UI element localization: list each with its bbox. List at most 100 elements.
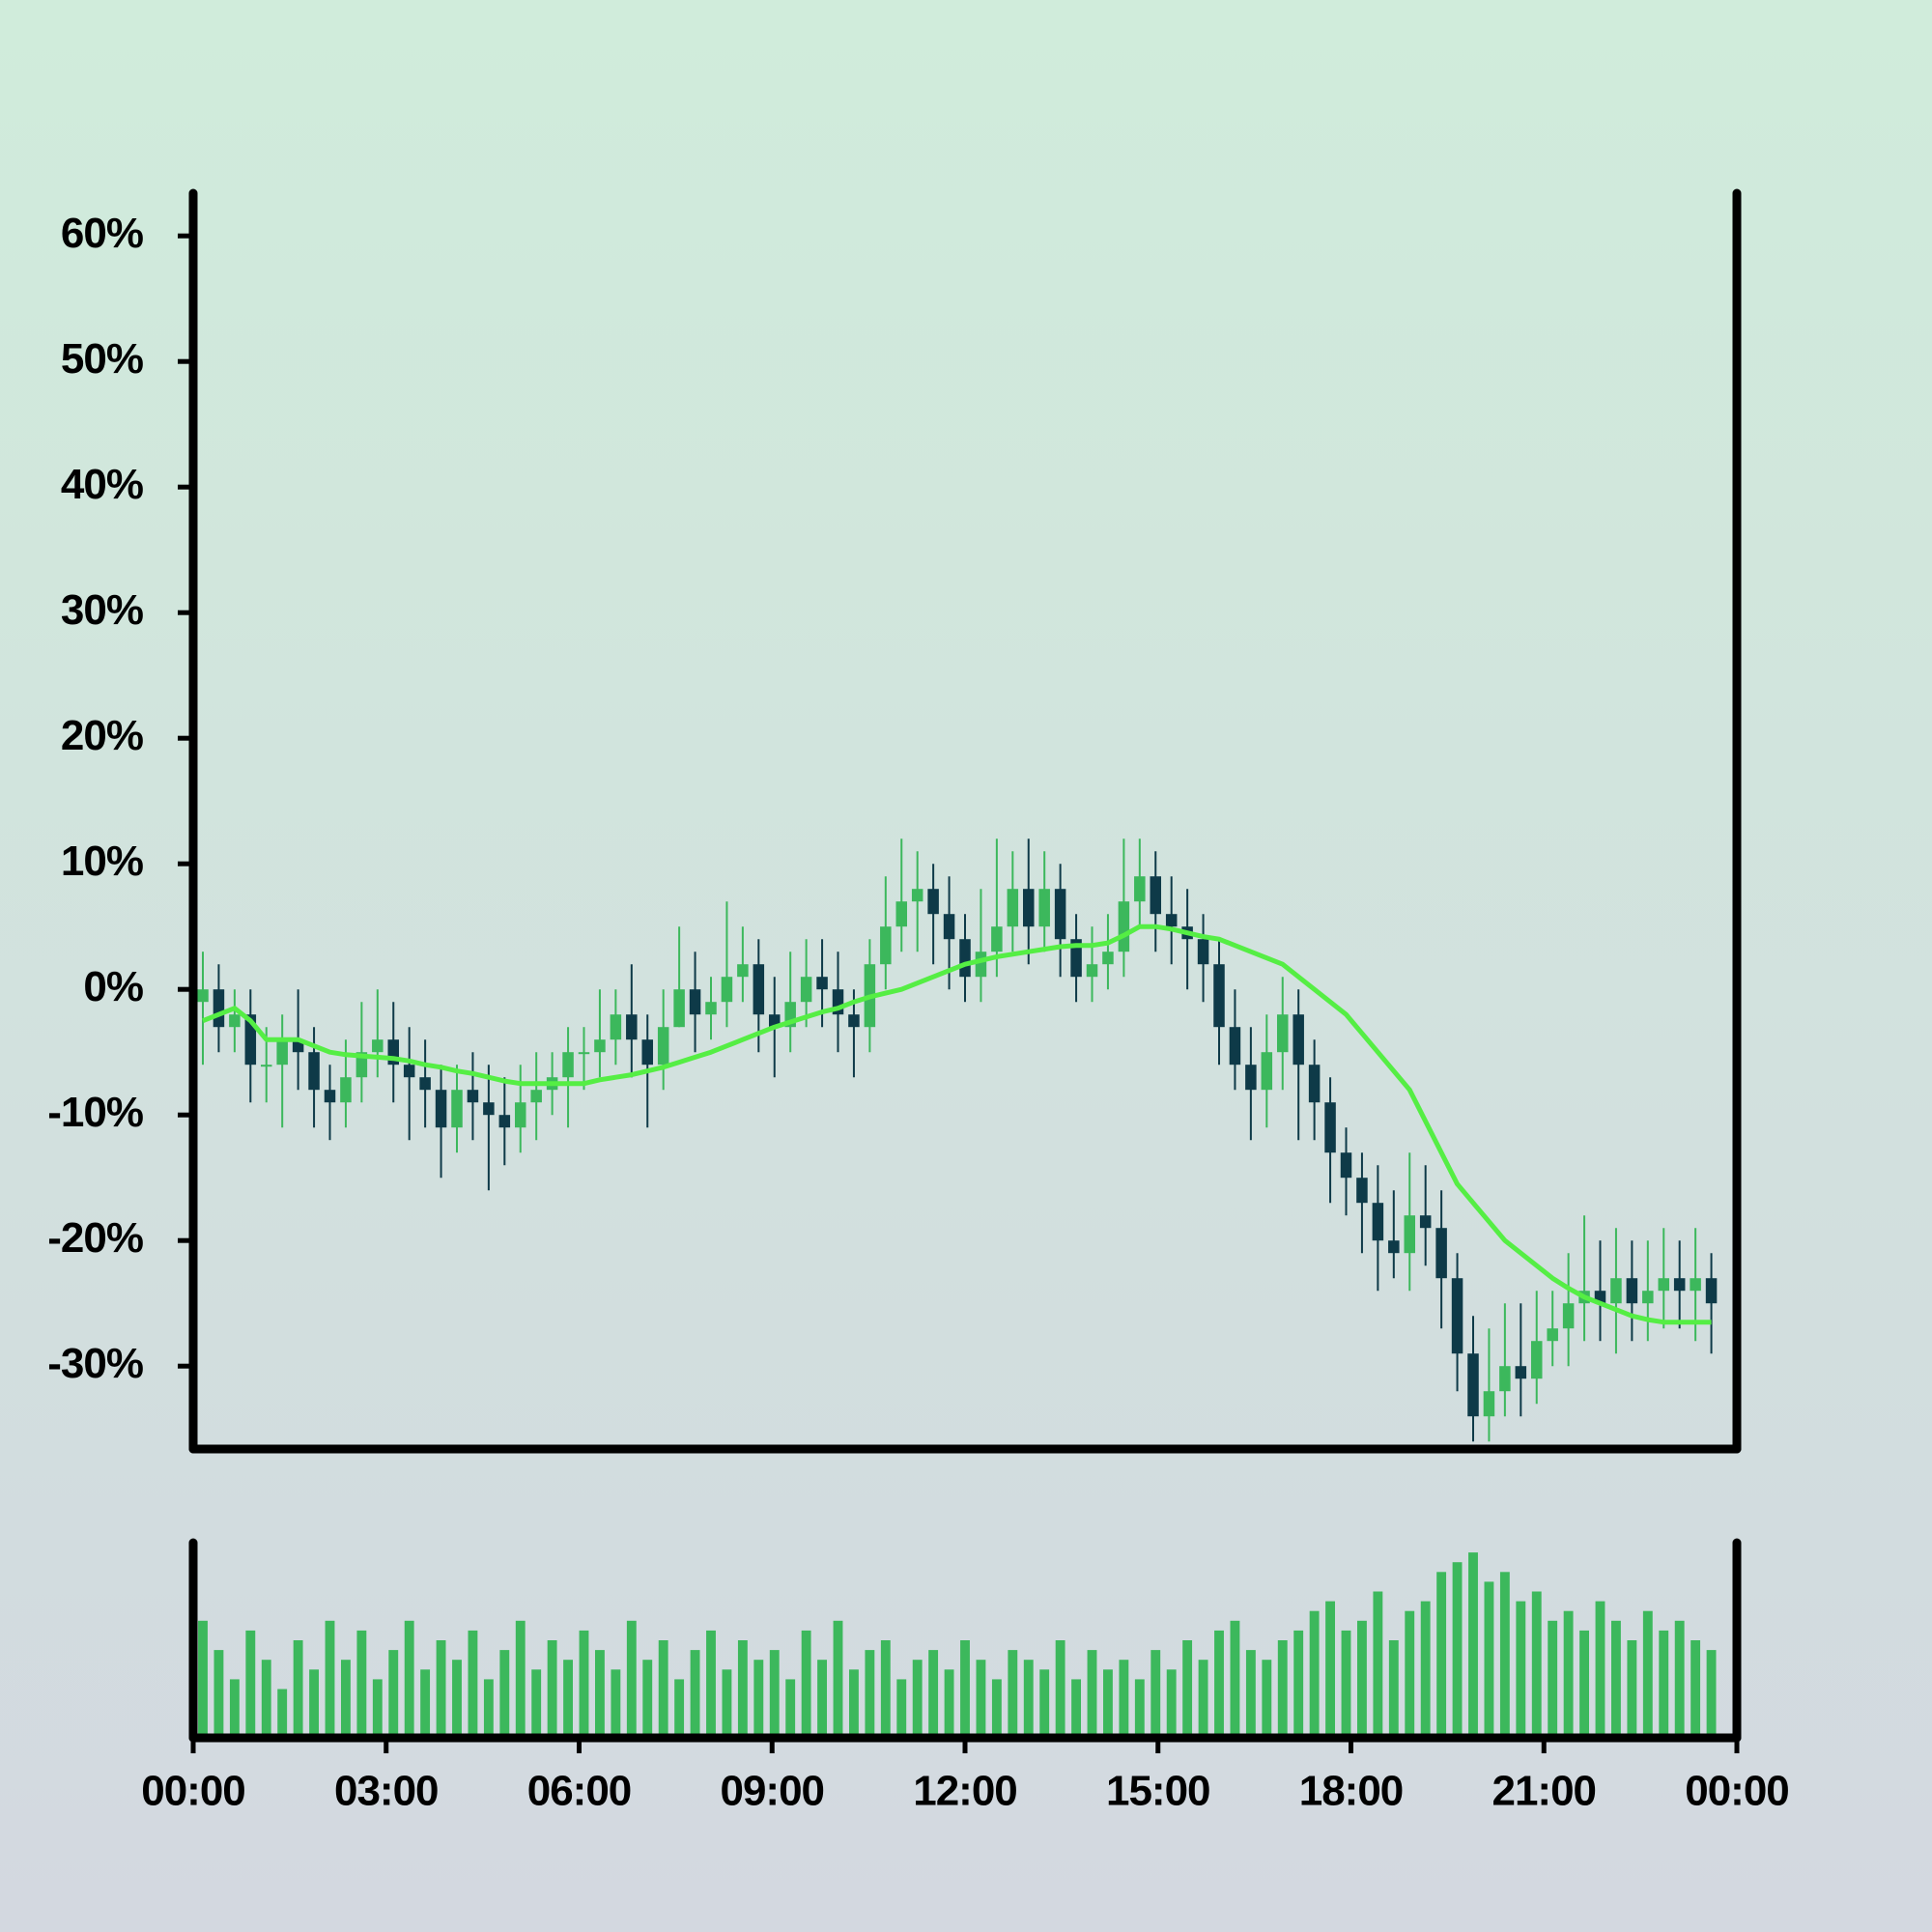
volume-bar [991, 1679, 1002, 1738]
volume-bar [1214, 1630, 1224, 1738]
candle-body [578, 1052, 590, 1055]
volume-bar [325, 1620, 335, 1738]
volume-bar [769, 1650, 780, 1738]
candle-body [1022, 889, 1035, 927]
volume-bar [1198, 1660, 1208, 1738]
candle-body [800, 977, 812, 1003]
candle-body [1372, 1203, 1384, 1241]
candle-body [927, 889, 939, 915]
candle-body [1435, 1228, 1447, 1279]
candle-body [1515, 1366, 1527, 1379]
candle-body [1642, 1291, 1654, 1304]
volume-bar [468, 1630, 478, 1738]
candle-body [1340, 1152, 1352, 1179]
volume-bar [833, 1620, 843, 1738]
candle-body [1451, 1278, 1463, 1354]
volume-bar [1039, 1669, 1050, 1738]
volume-bar [499, 1650, 510, 1738]
volume-bar [912, 1660, 923, 1738]
volume-bar [1166, 1669, 1177, 1738]
x-tick-label: 12:00 [913, 1768, 1017, 1815]
candle-body [498, 1115, 511, 1128]
candle-body [1261, 1052, 1273, 1091]
y-tick-label: 40% [61, 461, 143, 508]
x-tick-label: 00:00 [141, 1768, 245, 1815]
candle-body [292, 1039, 304, 1053]
candle-body [1118, 901, 1130, 952]
candle-body [753, 964, 765, 1015]
candle-body [1356, 1178, 1368, 1204]
candle-body [895, 901, 908, 927]
candle-body [880, 926, 892, 965]
volume-bar [1579, 1630, 1589, 1738]
volume-bar [817, 1660, 827, 1738]
volume-bar [1611, 1620, 1621, 1738]
candle-body [1673, 1278, 1686, 1292]
volume-bar [1484, 1581, 1494, 1738]
candle-body [1213, 964, 1225, 1028]
volume-bar [309, 1669, 319, 1738]
volume-bar [737, 1640, 748, 1738]
candle-body [1547, 1328, 1558, 1342]
volume-bar [1373, 1591, 1383, 1738]
candle-body [832, 989, 844, 1015]
volume-bar [674, 1679, 685, 1738]
candle-body [197, 989, 209, 1003]
candle-body [372, 1039, 384, 1053]
volume-bar [547, 1640, 557, 1738]
volume-bar [261, 1660, 271, 1738]
volume-bar [960, 1640, 970, 1738]
volume-bar [706, 1630, 716, 1738]
candle-body [435, 1090, 447, 1128]
volume-bar [213, 1650, 224, 1738]
candle-body [1197, 939, 1209, 965]
x-tick-label: 21:00 [1492, 1768, 1596, 1815]
candle-body [784, 1002, 796, 1028]
candle-body [260, 1065, 272, 1067]
candle-body [403, 1065, 415, 1078]
volume-bar [563, 1660, 573, 1738]
volume-bar [1087, 1650, 1097, 1738]
volume-bar [865, 1650, 875, 1738]
candle-body [1705, 1278, 1718, 1304]
volume-bar [1516, 1601, 1526, 1738]
volume-bar [785, 1679, 796, 1738]
candle-body [1610, 1278, 1622, 1304]
volume-bar [1627, 1640, 1637, 1738]
candle-body [1054, 889, 1066, 940]
volume-bar [293, 1640, 303, 1738]
volume-bar [1420, 1601, 1431, 1738]
candle-body [975, 952, 987, 978]
volume-bar [1659, 1630, 1669, 1738]
volume-bar [595, 1650, 605, 1738]
candle-body [1150, 876, 1162, 915]
volume-bar [356, 1630, 367, 1738]
candle-body [562, 1052, 574, 1078]
candle-body [451, 1090, 463, 1128]
moving-average [202, 923, 1712, 1325]
x-tick-label: 00:00 [1685, 1768, 1789, 1815]
volume-bar [1230, 1620, 1240, 1738]
volume-bar [420, 1669, 431, 1738]
volume-bar [1023, 1660, 1034, 1738]
volume-bar [642, 1660, 653, 1738]
volume-bar [849, 1669, 859, 1738]
candle-body [1308, 1065, 1321, 1103]
volume-bar [531, 1669, 542, 1738]
volume-bar [801, 1630, 811, 1738]
volume-bar [1325, 1601, 1335, 1738]
candle-body [737, 964, 749, 978]
y-tick-label: 0% [83, 963, 143, 1010]
candle-body [530, 1090, 542, 1103]
y-tick-label: -20% [47, 1214, 143, 1262]
candle-body [324, 1090, 336, 1103]
x-tick-label: 18:00 [1299, 1768, 1404, 1815]
candle-body [1276, 1014, 1289, 1053]
volume-bar [1182, 1640, 1193, 1738]
volume-bar [1563, 1610, 1574, 1738]
volume-bar [896, 1679, 907, 1738]
volume-bar [1341, 1630, 1351, 1738]
volume-bar [928, 1650, 939, 1738]
volume-bar [1309, 1610, 1320, 1738]
candle-body [641, 1039, 654, 1065]
